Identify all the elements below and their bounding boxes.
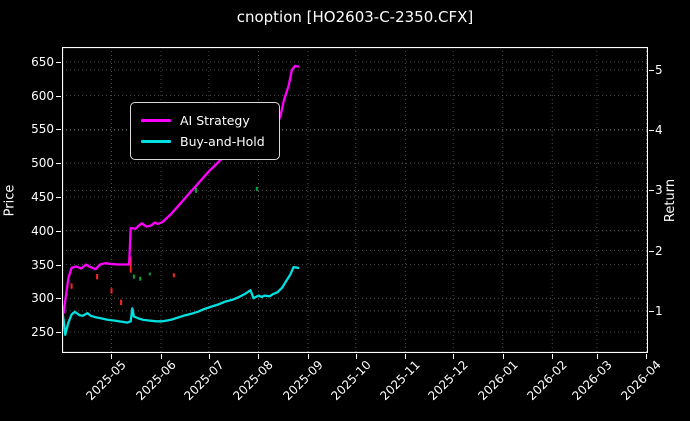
- x-tick-mark: [307, 354, 309, 359]
- plot-canvas: [62, 47, 648, 353]
- x-tick-mark: [355, 354, 357, 359]
- x-tick-label: 2025-05: [83, 357, 130, 404]
- series-line-buy-and-hold: [62, 266, 300, 336]
- y-tick-mark-left: [56, 95, 61, 97]
- x-tick-label: 2025-11: [377, 357, 423, 404]
- y-tick-label-price: 600: [31, 88, 54, 103]
- y-tick-label-return: 5: [655, 62, 663, 77]
- y-tick-mark-right: [649, 69, 654, 71]
- x-tick-mark: [453, 354, 455, 359]
- y-tick-label-price: 550: [31, 122, 54, 137]
- x-tick-mark: [160, 354, 162, 359]
- x-tick-label: 2025-06: [133, 357, 179, 404]
- y-tick-mark-left: [56, 61, 61, 63]
- legend-label: Buy-and-Hold: [180, 134, 265, 149]
- y-tick-label-price: 500: [31, 156, 54, 171]
- x-tick-mark: [258, 354, 260, 359]
- y-tick-label-price: 300: [31, 291, 54, 306]
- ai-strategy-line-swatch: [141, 119, 171, 122]
- x-tick-label: 2026-03: [569, 357, 615, 404]
- y-tick-label-price: 450: [31, 189, 54, 204]
- legend-item-buy-and-hold: Buy-and-Hold: [141, 131, 265, 152]
- chart-title: cnoption [HO2603-C-2350.CFX]: [236, 8, 474, 26]
- y-tick-label-return: 2: [655, 243, 663, 258]
- x-tick-label: 2025-12: [425, 357, 471, 404]
- y-tick-mark-right: [649, 190, 654, 192]
- x-tick-mark: [111, 354, 113, 359]
- y-tick-mark-left: [56, 298, 61, 300]
- x-tick-mark: [502, 354, 504, 359]
- y-tick-mark-left: [56, 264, 61, 266]
- x-tick-label: 2025-08: [230, 357, 277, 404]
- legend: AI Strategy Buy-and-Hold: [130, 102, 280, 160]
- x-tick-mark: [646, 354, 648, 359]
- x-tick-mark: [596, 354, 598, 359]
- x-tick-label: 2026-01: [474, 357, 521, 404]
- x-tick-label: 2025-07: [181, 357, 227, 404]
- y-axis-label-return: Return: [663, 178, 679, 223]
- x-tick-label: 2026-04: [618, 357, 665, 404]
- y-tick-label-price: 650: [31, 54, 54, 69]
- y-tick-label-price: 250: [31, 325, 54, 340]
- buy-and-hold-line-swatch: [141, 140, 171, 143]
- y-tick-mark-right: [649, 310, 654, 312]
- x-tick-label: 2025-09: [280, 357, 326, 404]
- y-tick-label-return: 1: [655, 303, 663, 318]
- y-tick-label-price: 400: [31, 223, 54, 238]
- x-tick-mark: [552, 354, 554, 359]
- x-tick-mark: [208, 354, 210, 359]
- y-tick-mark-left: [56, 230, 61, 232]
- plot-area: AI Strategy Buy-and-Hold: [62, 47, 648, 353]
- plot-border: [62, 47, 648, 353]
- y-tick-mark-left: [56, 129, 61, 131]
- y-tick-mark-right: [649, 250, 654, 252]
- y-tick-label-price: 350: [31, 257, 54, 272]
- legend-item-ai-strategy: AI Strategy: [141, 110, 265, 131]
- y-tick-label-return: 3: [655, 183, 663, 198]
- x-tick-mark: [405, 354, 407, 359]
- x-tick-label: 2026-02: [524, 357, 570, 404]
- y-tick-mark-right: [649, 130, 654, 132]
- y-tick-mark-left: [56, 163, 61, 165]
- y-tick-mark-left: [56, 332, 61, 334]
- y-tick-mark-left: [56, 196, 61, 198]
- legend-label: AI Strategy: [180, 113, 250, 128]
- x-tick-label: 2025-10: [328, 357, 374, 404]
- y-tick-label-return: 4: [655, 123, 663, 138]
